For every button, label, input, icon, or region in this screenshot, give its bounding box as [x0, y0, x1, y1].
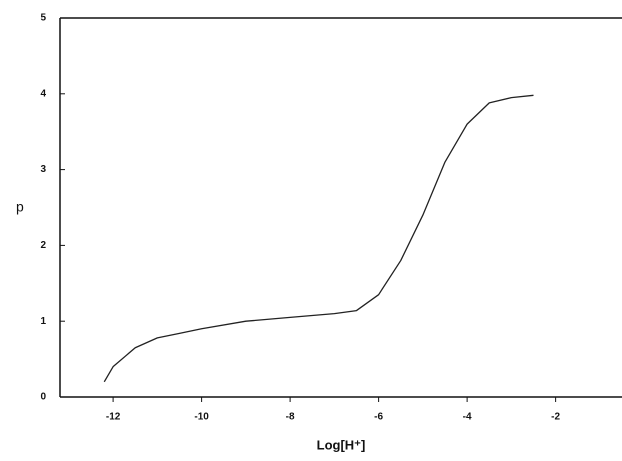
data-line — [103, 94, 534, 383]
y-axis-label: p — [16, 199, 24, 215]
x-tick-label: -8 — [286, 412, 295, 423]
y-tick-label: 4 — [40, 88, 46, 99]
x-tick-label: -2 — [551, 412, 560, 423]
x-axis-label: Log[H⁺] — [317, 437, 366, 452]
x-tick-label: -10 — [194, 412, 209, 423]
x-tick-label: -12 — [106, 412, 121, 423]
y-tick-label: 2 — [40, 240, 46, 251]
y-tick-label: 3 — [40, 164, 46, 175]
y-tick-label: 5 — [40, 13, 46, 24]
y-tick-label: 0 — [40, 392, 46, 403]
y-tick-label: 1 — [40, 316, 46, 327]
x-tick-label: -4 — [463, 412, 472, 423]
x-tick-label: -6 — [374, 412, 383, 423]
